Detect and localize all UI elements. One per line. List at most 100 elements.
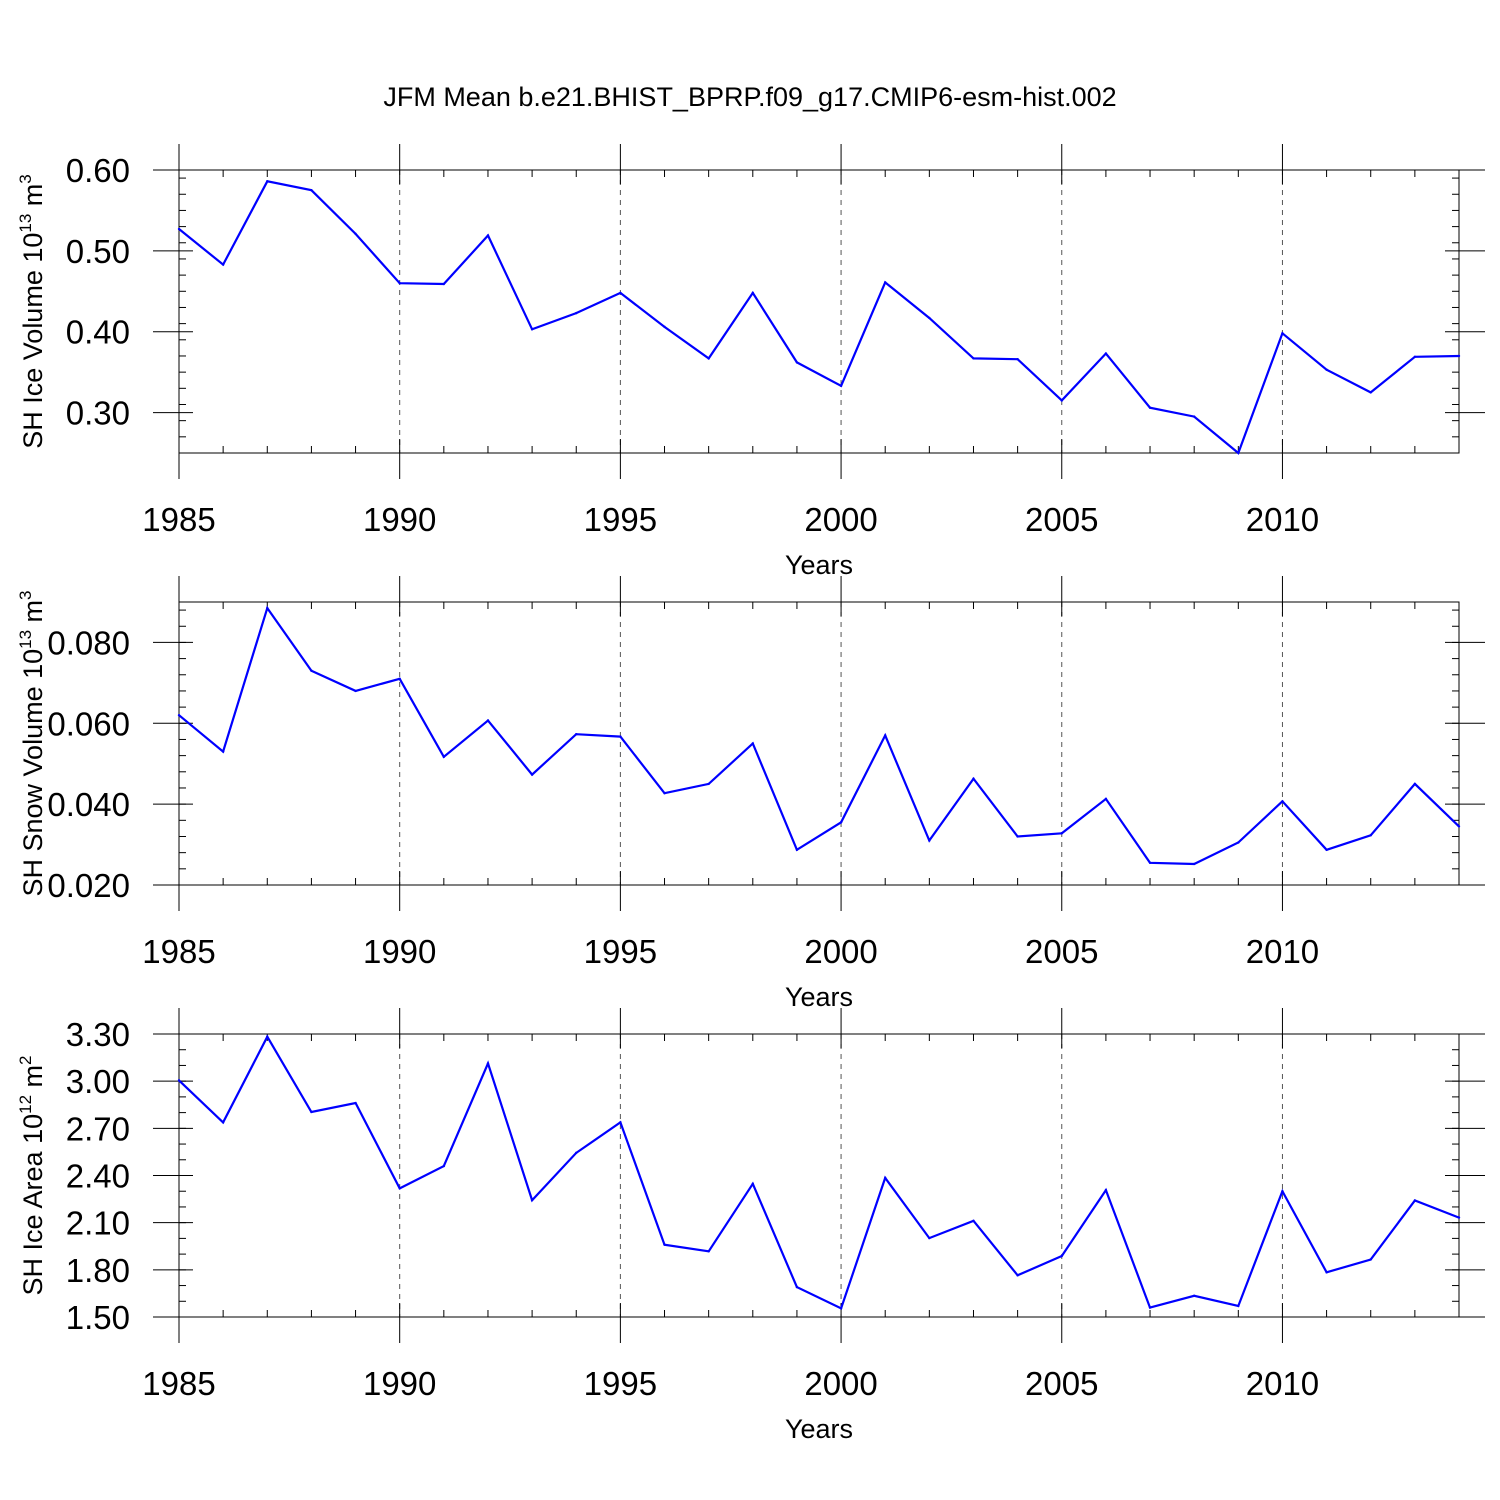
data-point	[1457, 1216, 1461, 1219]
data-point	[266, 180, 269, 183]
data-point	[1457, 354, 1461, 358]
y-tick-label: 2.10	[66, 1205, 130, 1242]
data-point	[398, 1187, 401, 1190]
data-point	[1325, 1271, 1328, 1274]
data-point	[486, 1062, 490, 1065]
y-tick-label: 2.70	[66, 1110, 130, 1147]
x-tick-label: 2000	[804, 933, 877, 970]
data-point	[530, 1198, 534, 1202]
data-point	[751, 1182, 754, 1186]
data-point	[1369, 834, 1372, 837]
y-tick-label: 3.00	[66, 1063, 130, 1100]
data-point	[839, 1307, 843, 1310]
y-axis-label-exponent: 12	[16, 1095, 35, 1114]
data-point	[177, 1079, 181, 1082]
data-point	[354, 689, 357, 693]
y-tick-label: 0.060	[47, 705, 130, 742]
data-point	[928, 839, 931, 842]
x-tick-label: 2000	[804, 501, 877, 538]
x-tick-label: 1990	[363, 933, 436, 970]
y-tick-label: 0.040	[47, 786, 130, 823]
data-point	[1060, 832, 1063, 835]
data-point	[1281, 1190, 1284, 1193]
data-point	[177, 227, 181, 231]
data-point	[266, 1035, 269, 1038]
x-tick-label: 1990	[363, 1365, 436, 1402]
data-point	[972, 777, 975, 780]
data-point	[1148, 406, 1152, 409]
data-point	[530, 328, 534, 331]
data-point	[707, 357, 710, 360]
x-tick-label: 1995	[584, 1365, 657, 1402]
y-tick-label: 0.080	[47, 624, 130, 661]
data-point	[221, 1121, 225, 1124]
data-point	[928, 316, 931, 320]
data-point	[1237, 451, 1240, 455]
plot-frame	[178, 169, 1460, 454]
plot-frame	[178, 1033, 1460, 1318]
data-point	[530, 773, 534, 776]
data-point	[1192, 415, 1196, 418]
y-axis-label-unit: m	[18, 184, 48, 214]
y-tick-label: 0.020	[47, 867, 130, 904]
y-axis-label-exponent: 13	[16, 630, 35, 649]
y-axis-label-unit: m	[18, 600, 48, 630]
data-point	[884, 1176, 887, 1180]
y-axis-label-text: SH Ice Area 10	[18, 1114, 48, 1296]
y-tick-label: 0.30	[66, 395, 130, 432]
data-point	[1016, 835, 1019, 838]
x-tick-label: 1985	[142, 933, 215, 970]
data-point	[1192, 862, 1196, 866]
data-point	[575, 1151, 578, 1155]
y-tick-label: 0.40	[66, 314, 130, 351]
data-point	[663, 1243, 666, 1246]
data-point	[1281, 800, 1284, 803]
figure-title: JFM Mean b.e21.BHIST_BPRP.f09_g17.CMIP6-…	[383, 82, 1116, 112]
x-axis-label: Years	[785, 1414, 853, 1444]
series-line	[178, 605, 1460, 866]
data-point	[310, 669, 313, 672]
series-line	[178, 180, 1460, 455]
x-tick-label: 1995	[584, 501, 657, 538]
x-tick-label: 2005	[1025, 1365, 1098, 1402]
data-point	[972, 357, 975, 360]
data-point	[928, 1236, 931, 1240]
data-point	[354, 232, 357, 236]
y-axis-label: SH Ice Area 1012 m2	[16, 1056, 48, 1296]
data-point	[751, 742, 754, 745]
y-axis-label: SH Snow Volume 1013 m3	[16, 590, 48, 896]
data-point	[795, 848, 799, 852]
data-point	[884, 734, 887, 737]
y-tick-label: 2.40	[66, 1158, 130, 1195]
data-point	[354, 1101, 357, 1105]
y-axis-label: SH Ice Volume 1013 m3	[16, 174, 48, 449]
data-point	[619, 1121, 622, 1124]
data-point	[707, 782, 710, 786]
data-point	[398, 282, 401, 285]
data-point	[1281, 332, 1284, 335]
data-point	[839, 384, 843, 388]
data-point	[795, 361, 799, 364]
data-point	[1237, 841, 1240, 844]
data-point	[1060, 1254, 1063, 1258]
x-axis-label: Years	[785, 550, 853, 580]
data-point	[1237, 1304, 1240, 1308]
y-axis-label-unit-power: 3	[16, 590, 35, 599]
data-point	[1369, 391, 1372, 394]
data-point	[1325, 368, 1328, 371]
data-point	[221, 750, 225, 753]
plot-frame	[178, 601, 1460, 886]
data-point	[1016, 1274, 1019, 1277]
data-point	[398, 677, 401, 681]
data-point	[1148, 1306, 1152, 1309]
data-point	[442, 1164, 446, 1168]
data-point	[1457, 825, 1461, 828]
data-point	[707, 1250, 710, 1253]
data-point	[619, 735, 622, 738]
series-line	[178, 1034, 1460, 1310]
data-point	[177, 714, 181, 717]
x-tick-label: 1985	[142, 1365, 215, 1402]
data-point	[972, 1219, 975, 1222]
x-tick-label: 1985	[142, 501, 215, 538]
